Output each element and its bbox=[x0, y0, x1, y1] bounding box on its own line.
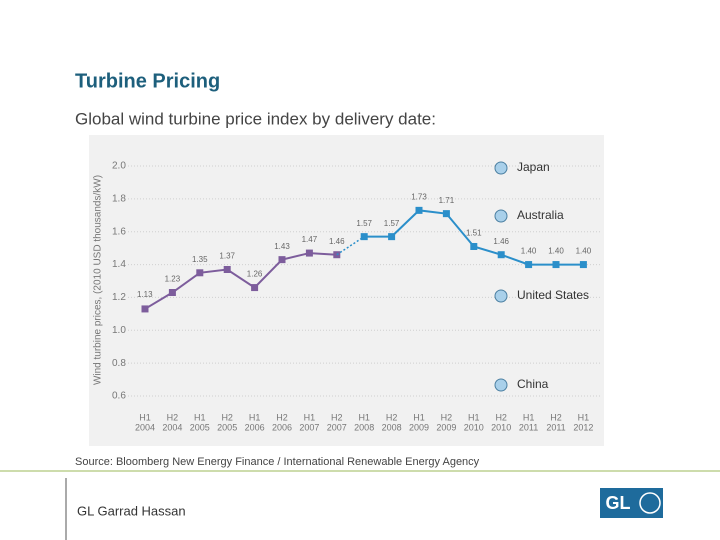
y-tick-label: 1.8 bbox=[112, 193, 126, 204]
value-label: 1.13 bbox=[137, 290, 153, 299]
x-tick-label: 2010 bbox=[491, 422, 511, 432]
annotation-label: Japan bbox=[517, 160, 550, 174]
value-label: 1.73 bbox=[411, 192, 427, 201]
source: Source: Bloomberg New Energy Finance / I… bbox=[75, 456, 480, 468]
annotation-marker bbox=[494, 209, 508, 223]
value-label: 1.40 bbox=[548, 247, 564, 256]
x-tick-label: 2008 bbox=[354, 422, 374, 432]
annotation-label: China bbox=[517, 377, 549, 391]
point bbox=[470, 243, 478, 250]
y-tick-label: 1.0 bbox=[112, 325, 126, 336]
value-label: 1.46 bbox=[329, 237, 345, 246]
value-label: 1.43 bbox=[274, 242, 290, 251]
value-label: 1.51 bbox=[466, 229, 482, 238]
point bbox=[141, 305, 149, 313]
x-tick-label: 2006 bbox=[245, 422, 265, 432]
x-tick-label: H2 bbox=[386, 412, 398, 422]
point bbox=[579, 261, 587, 269]
x-tick-label: H2 bbox=[495, 412, 507, 422]
x-tick-label: 2012 bbox=[573, 422, 593, 432]
point bbox=[333, 251, 341, 259]
y-tick-label: 0.6 bbox=[112, 391, 126, 402]
slide-subtitle: Global wind turbine price index by deliv… bbox=[75, 109, 436, 128]
point bbox=[278, 256, 286, 264]
x-tick-label: H2 bbox=[550, 412, 562, 422]
x-tick-label: 2010 bbox=[464, 422, 484, 432]
x-tick-label: H2 bbox=[331, 412, 343, 422]
x-tick-label: H1 bbox=[139, 412, 151, 422]
annotation-label: Australia bbox=[517, 208, 564, 222]
annotation-marker bbox=[494, 378, 508, 392]
point bbox=[360, 233, 368, 241]
x-tick-label: 2006 bbox=[272, 422, 292, 432]
series-line bbox=[144, 252, 337, 310]
x-tick-label: 2004 bbox=[162, 422, 182, 432]
point bbox=[223, 266, 231, 273]
y-tick-label: 0.8 bbox=[112, 358, 126, 369]
point bbox=[415, 206, 423, 214]
point bbox=[388, 233, 396, 241]
value-label: 1.57 bbox=[384, 219, 400, 228]
x-tick-label: 2005 bbox=[217, 422, 237, 432]
x-tick-label: H1 bbox=[523, 412, 535, 422]
x-tick-label: 2007 bbox=[327, 422, 347, 432]
point bbox=[196, 269, 204, 277]
point bbox=[168, 289, 176, 296]
point bbox=[525, 261, 533, 269]
point bbox=[442, 210, 450, 218]
value-label: 1.26 bbox=[247, 270, 263, 279]
value-label: 1.47 bbox=[302, 235, 318, 244]
x-tick-label: H1 bbox=[358, 412, 370, 422]
point bbox=[251, 284, 259, 292]
x-tick-label: H2 bbox=[276, 412, 288, 422]
logo-text: GL bbox=[606, 493, 631, 513]
x-tick-label: H1 bbox=[578, 412, 590, 422]
y-tick-label: 2.0 bbox=[112, 161, 126, 172]
annotation-marker bbox=[494, 161, 508, 175]
value-label: 1.40 bbox=[521, 247, 537, 256]
y-tick-label: 1.4 bbox=[112, 259, 126, 270]
value-label: 1.37 bbox=[219, 252, 235, 261]
y-tick-label: 1.6 bbox=[112, 226, 126, 237]
point bbox=[497, 251, 505, 259]
value-label: 1.71 bbox=[439, 196, 455, 205]
x-tick-label: 2005 bbox=[190, 422, 210, 432]
point bbox=[305, 249, 313, 257]
x-tick-label: H1 bbox=[304, 412, 316, 422]
x-tick-label: 2011 bbox=[519, 422, 538, 432]
value-label: 1.46 bbox=[493, 237, 509, 246]
company-name: GL Garrad Hassan bbox=[77, 503, 186, 518]
plot: 2.01.81.61.41.21.00.80.6H12004H22004H120… bbox=[112, 160, 600, 432]
point bbox=[552, 261, 560, 269]
y-tick-label: 1.2 bbox=[112, 292, 126, 303]
x-tick-label: H1 bbox=[413, 412, 425, 422]
slide-title: Turbine Pricing bbox=[75, 70, 220, 92]
x-tick-label: H2 bbox=[167, 412, 179, 422]
x-tick-label: H1 bbox=[194, 412, 206, 422]
x-tick-label: H1 bbox=[468, 412, 480, 422]
y-axis-title: Wind turbine prices, (2010 USD thousands… bbox=[93, 175, 104, 385]
x-tick-label: H2 bbox=[441, 412, 453, 422]
annotation-label: United States bbox=[517, 288, 589, 302]
x-tick-label: 2008 bbox=[382, 422, 402, 432]
x-tick-label: 2011 bbox=[546, 422, 565, 432]
value-label: 1.23 bbox=[165, 275, 181, 284]
x-tick-label: 2009 bbox=[409, 422, 429, 432]
value-label: 1.57 bbox=[356, 219, 372, 228]
x-tick-label: 2009 bbox=[436, 422, 456, 432]
x-tick-label: 2004 bbox=[135, 422, 155, 432]
logo-globe bbox=[639, 492, 661, 514]
x-tick-label: H1 bbox=[249, 412, 261, 422]
x-tick-label: 2007 bbox=[299, 422, 319, 432]
annotation-marker bbox=[494, 289, 508, 303]
value-label: 1.35 bbox=[192, 255, 208, 264]
value-label: 1.40 bbox=[576, 247, 592, 256]
x-tick-label: H2 bbox=[221, 412, 233, 422]
connector bbox=[336, 236, 365, 256]
